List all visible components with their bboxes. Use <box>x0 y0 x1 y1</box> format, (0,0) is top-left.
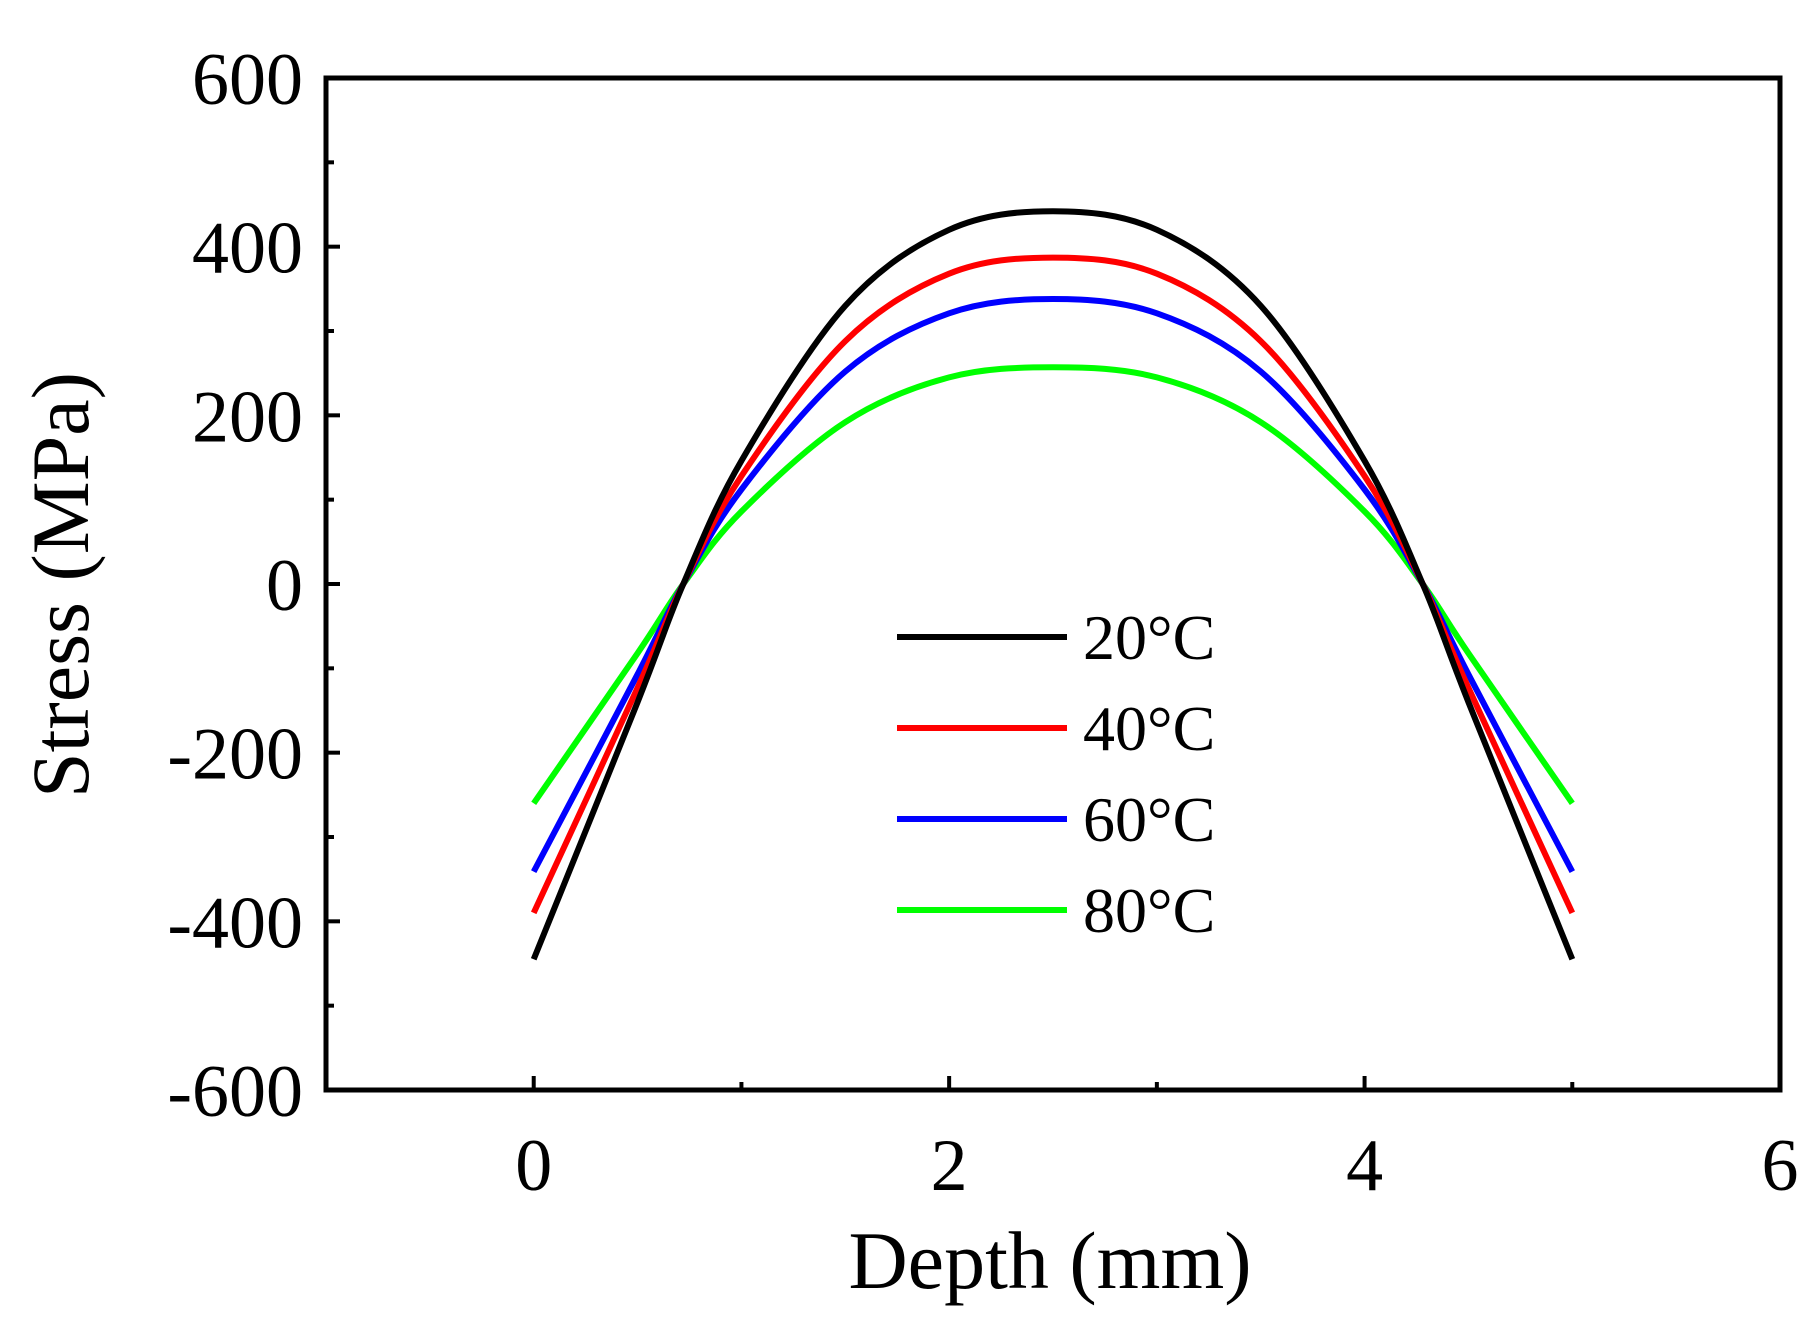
x-tick-label: 4 <box>1346 1125 1383 1207</box>
y-tick-label: 600 <box>192 39 303 121</box>
y-tick-label: 0 <box>266 545 303 627</box>
legend-label: 40°C <box>1083 693 1215 764</box>
series-lines <box>530 208 1576 961</box>
x-tick-label: 2 <box>931 1125 968 1207</box>
tick-labels: 0 2 4 6 -600 -400 -200 0 200 400 600 <box>167 39 1798 1207</box>
tick-marks <box>326 76 1782 1092</box>
y-tick-label: 200 <box>192 376 303 458</box>
series-line-20C <box>530 208 1576 961</box>
legend-label: 80°C <box>1083 875 1215 946</box>
series-line-80C <box>531 364 1575 806</box>
y-tick-label: -200 <box>167 714 303 796</box>
x-axis-title: Depth (mm) <box>848 1215 1251 1306</box>
x-tick-label: 6 <box>1762 1125 1799 1207</box>
series-line-60C <box>531 296 1575 873</box>
y-axis-title: Stress (MPa) <box>15 372 106 798</box>
y-tick-label: -400 <box>167 882 303 964</box>
series-line-40C <box>530 254 1576 915</box>
y-tick-label: -600 <box>167 1051 303 1133</box>
legend-label: 20°C <box>1083 602 1215 673</box>
legend: 20°C 40°C 60°C 80°C <box>897 602 1215 946</box>
legend-label: 60°C <box>1083 784 1215 855</box>
x-tick-label: 0 <box>515 1125 552 1207</box>
y-tick-label: 400 <box>192 208 303 290</box>
